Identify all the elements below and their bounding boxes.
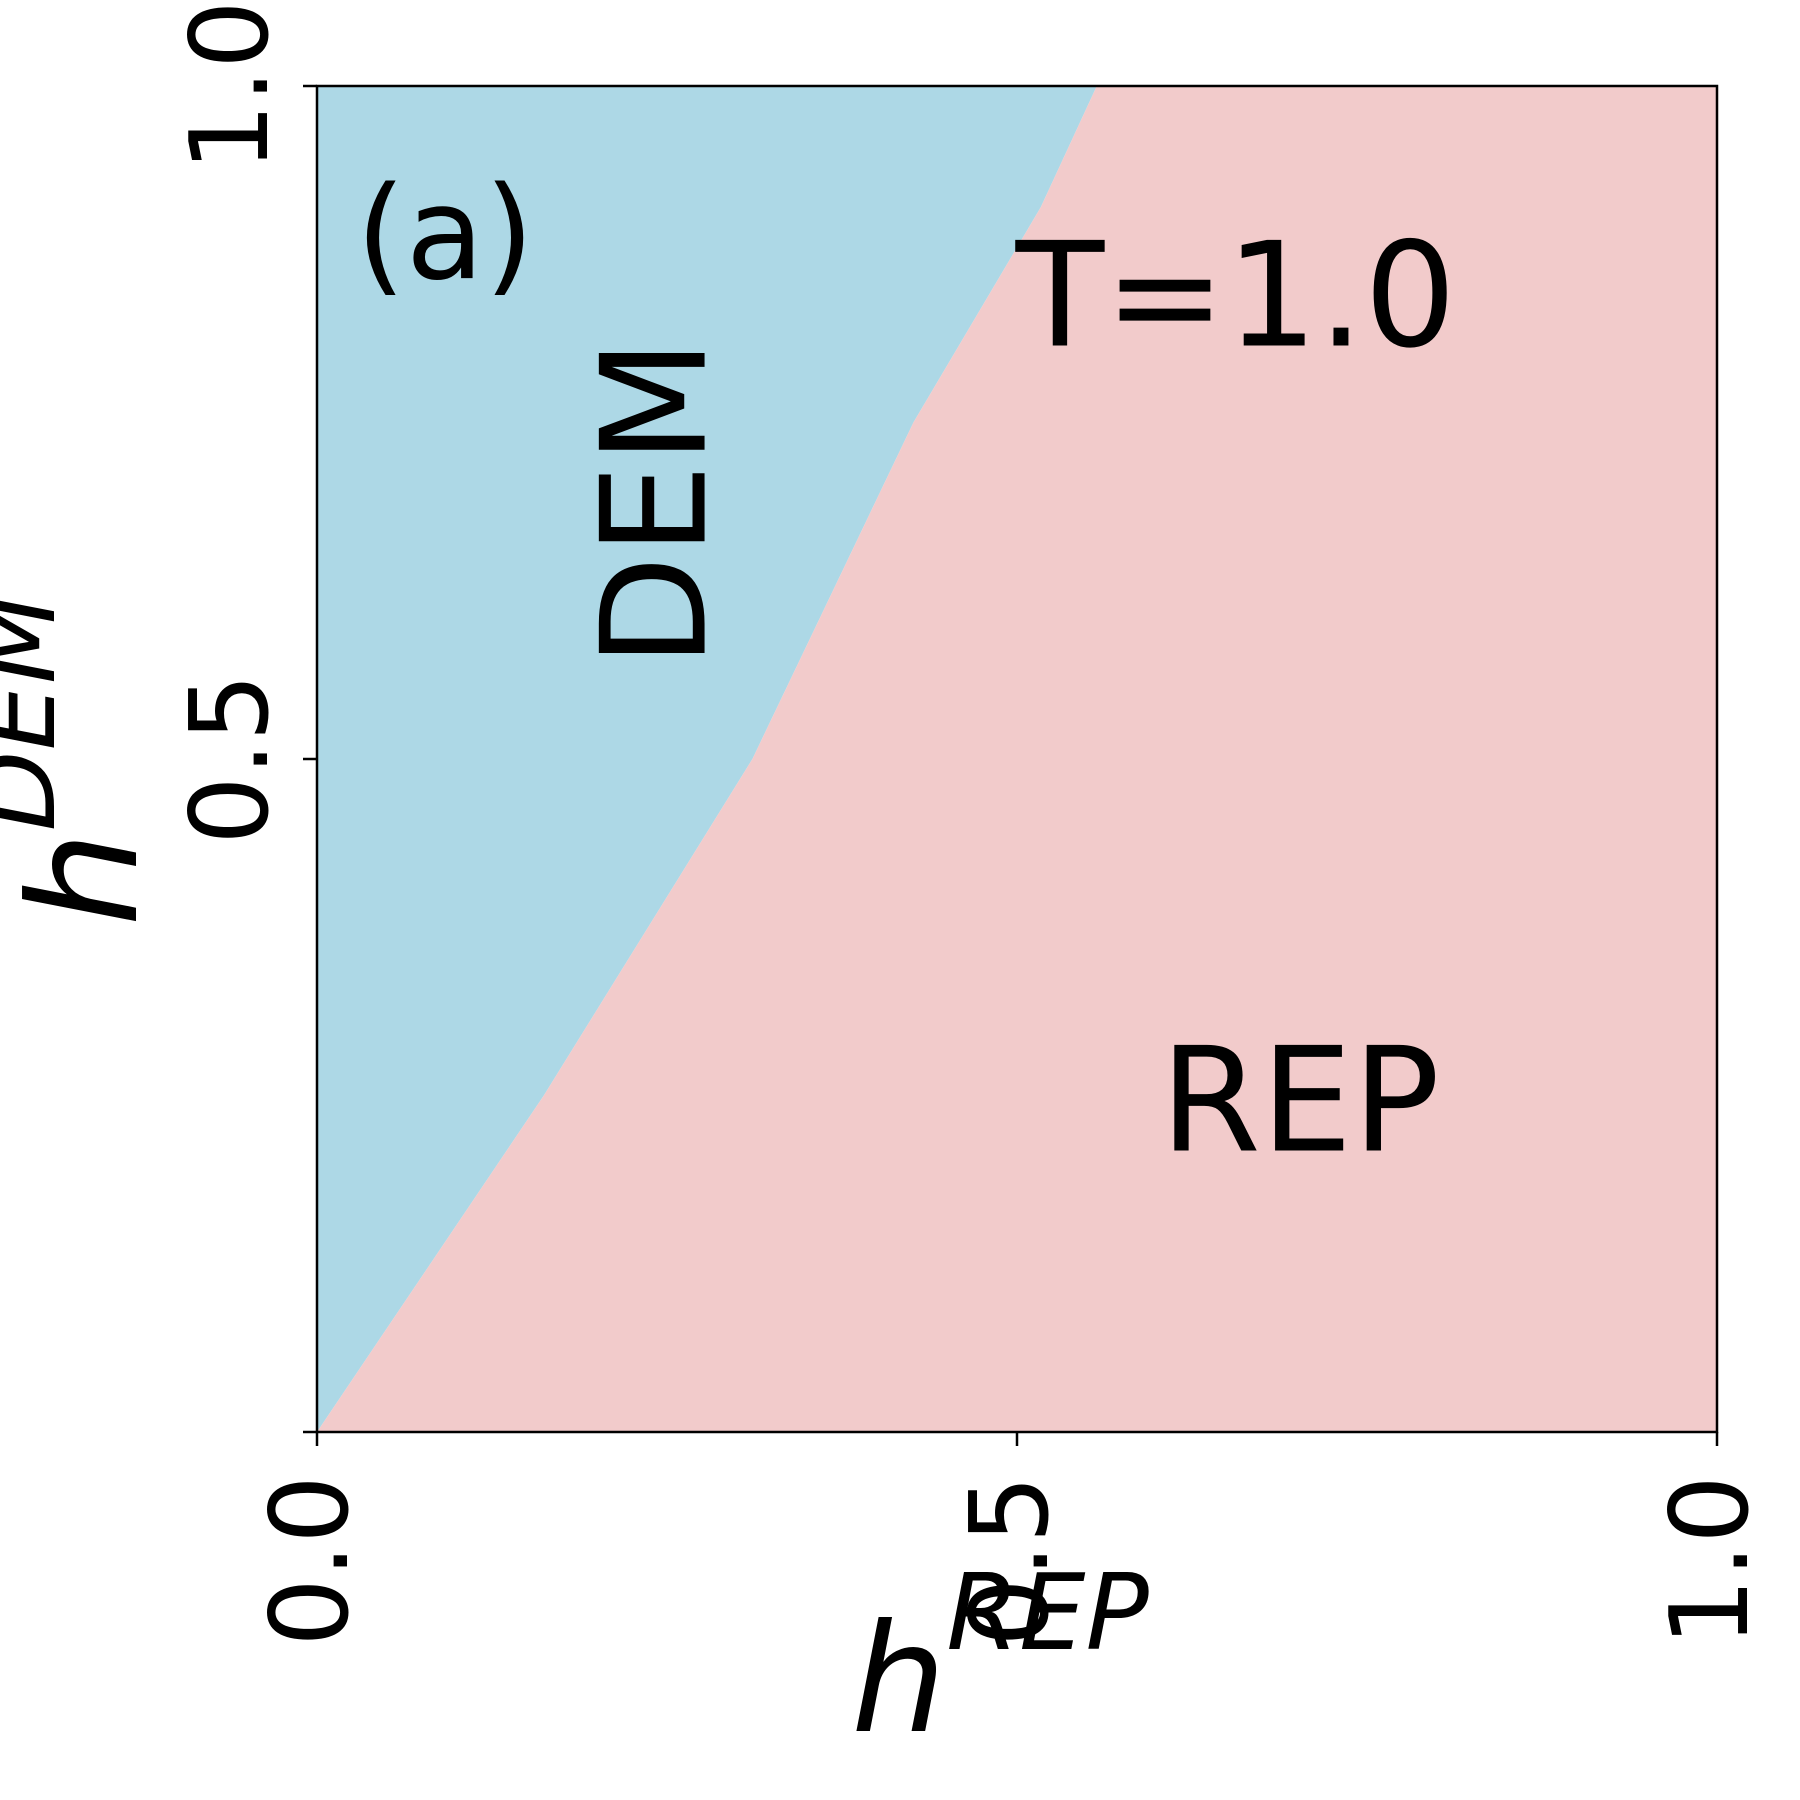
region-rep bbox=[317, 86, 1717, 1432]
x-tick-label: 1.0 bbox=[1648, 1475, 1773, 1647]
y-axis-label-base: h bbox=[0, 831, 172, 926]
y-tick-label: 0.5 bbox=[168, 673, 293, 845]
region-dem bbox=[317, 86, 1097, 1432]
x-axis-label-sup: REP bbox=[946, 1552, 1149, 1674]
y-tick-label: 1.0 bbox=[168, 0, 293, 172]
region-label: DEM bbox=[571, 339, 740, 667]
x-tick-label: 0.5 bbox=[948, 1475, 1073, 1647]
region-label: REP bbox=[1160, 1017, 1440, 1186]
x-axis-label-base: h bbox=[851, 1593, 946, 1767]
x-axis-label: hREP bbox=[851, 1552, 1149, 1767]
panel-label: (a) bbox=[356, 160, 534, 309]
y-axis-label-sup: DEM bbox=[0, 594, 79, 832]
x-tick-label: 0.0 bbox=[248, 1475, 373, 1647]
y-axis-label: hDEM bbox=[0, 594, 172, 927]
temperature-label: T=1.0 bbox=[1015, 212, 1457, 381]
plot-area bbox=[317, 86, 1717, 1432]
